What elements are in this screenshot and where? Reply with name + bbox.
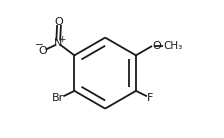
- Text: O: O: [54, 17, 63, 27]
- Text: O: O: [38, 46, 47, 56]
- Text: N: N: [54, 38, 62, 48]
- Text: −: −: [34, 40, 43, 50]
- Text: +: +: [58, 35, 65, 44]
- Text: Br: Br: [52, 93, 64, 103]
- Text: O: O: [152, 41, 161, 51]
- Text: CH₃: CH₃: [163, 41, 183, 51]
- Text: F: F: [147, 93, 153, 103]
